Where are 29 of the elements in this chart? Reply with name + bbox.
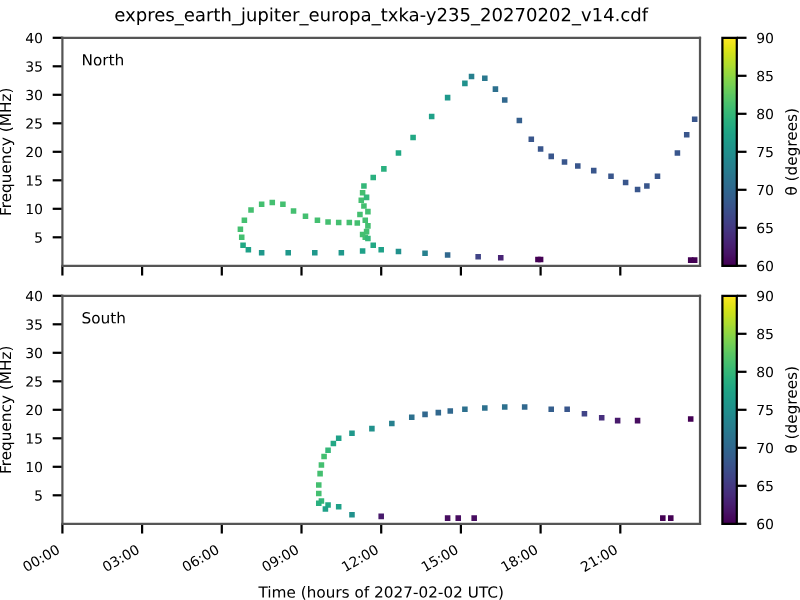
point <box>349 430 355 436</box>
point <box>598 415 605 421</box>
point <box>315 490 322 497</box>
point <box>462 406 468 413</box>
point <box>581 411 588 417</box>
point <box>315 482 322 488</box>
point <box>389 420 395 427</box>
point <box>369 425 375 432</box>
point <box>408 414 415 420</box>
point <box>471 515 477 521</box>
point <box>501 404 508 410</box>
point <box>325 447 331 454</box>
point <box>422 411 428 418</box>
point <box>444 515 451 521</box>
point <box>349 511 355 518</box>
point <box>521 404 528 410</box>
point <box>317 470 323 477</box>
point <box>321 453 327 460</box>
chart-title: expres_earth_jupiter_europa_txka-y235_20270202_v14.cdf <box>115 7 649 26</box>
point <box>482 405 488 411</box>
point <box>455 515 462 521</box>
point <box>318 462 325 468</box>
point <box>548 406 555 413</box>
point <box>447 408 454 414</box>
point <box>668 515 674 521</box>
point <box>660 515 666 521</box>
point <box>378 513 384 520</box>
point <box>564 406 570 413</box>
point <box>687 416 694 422</box>
